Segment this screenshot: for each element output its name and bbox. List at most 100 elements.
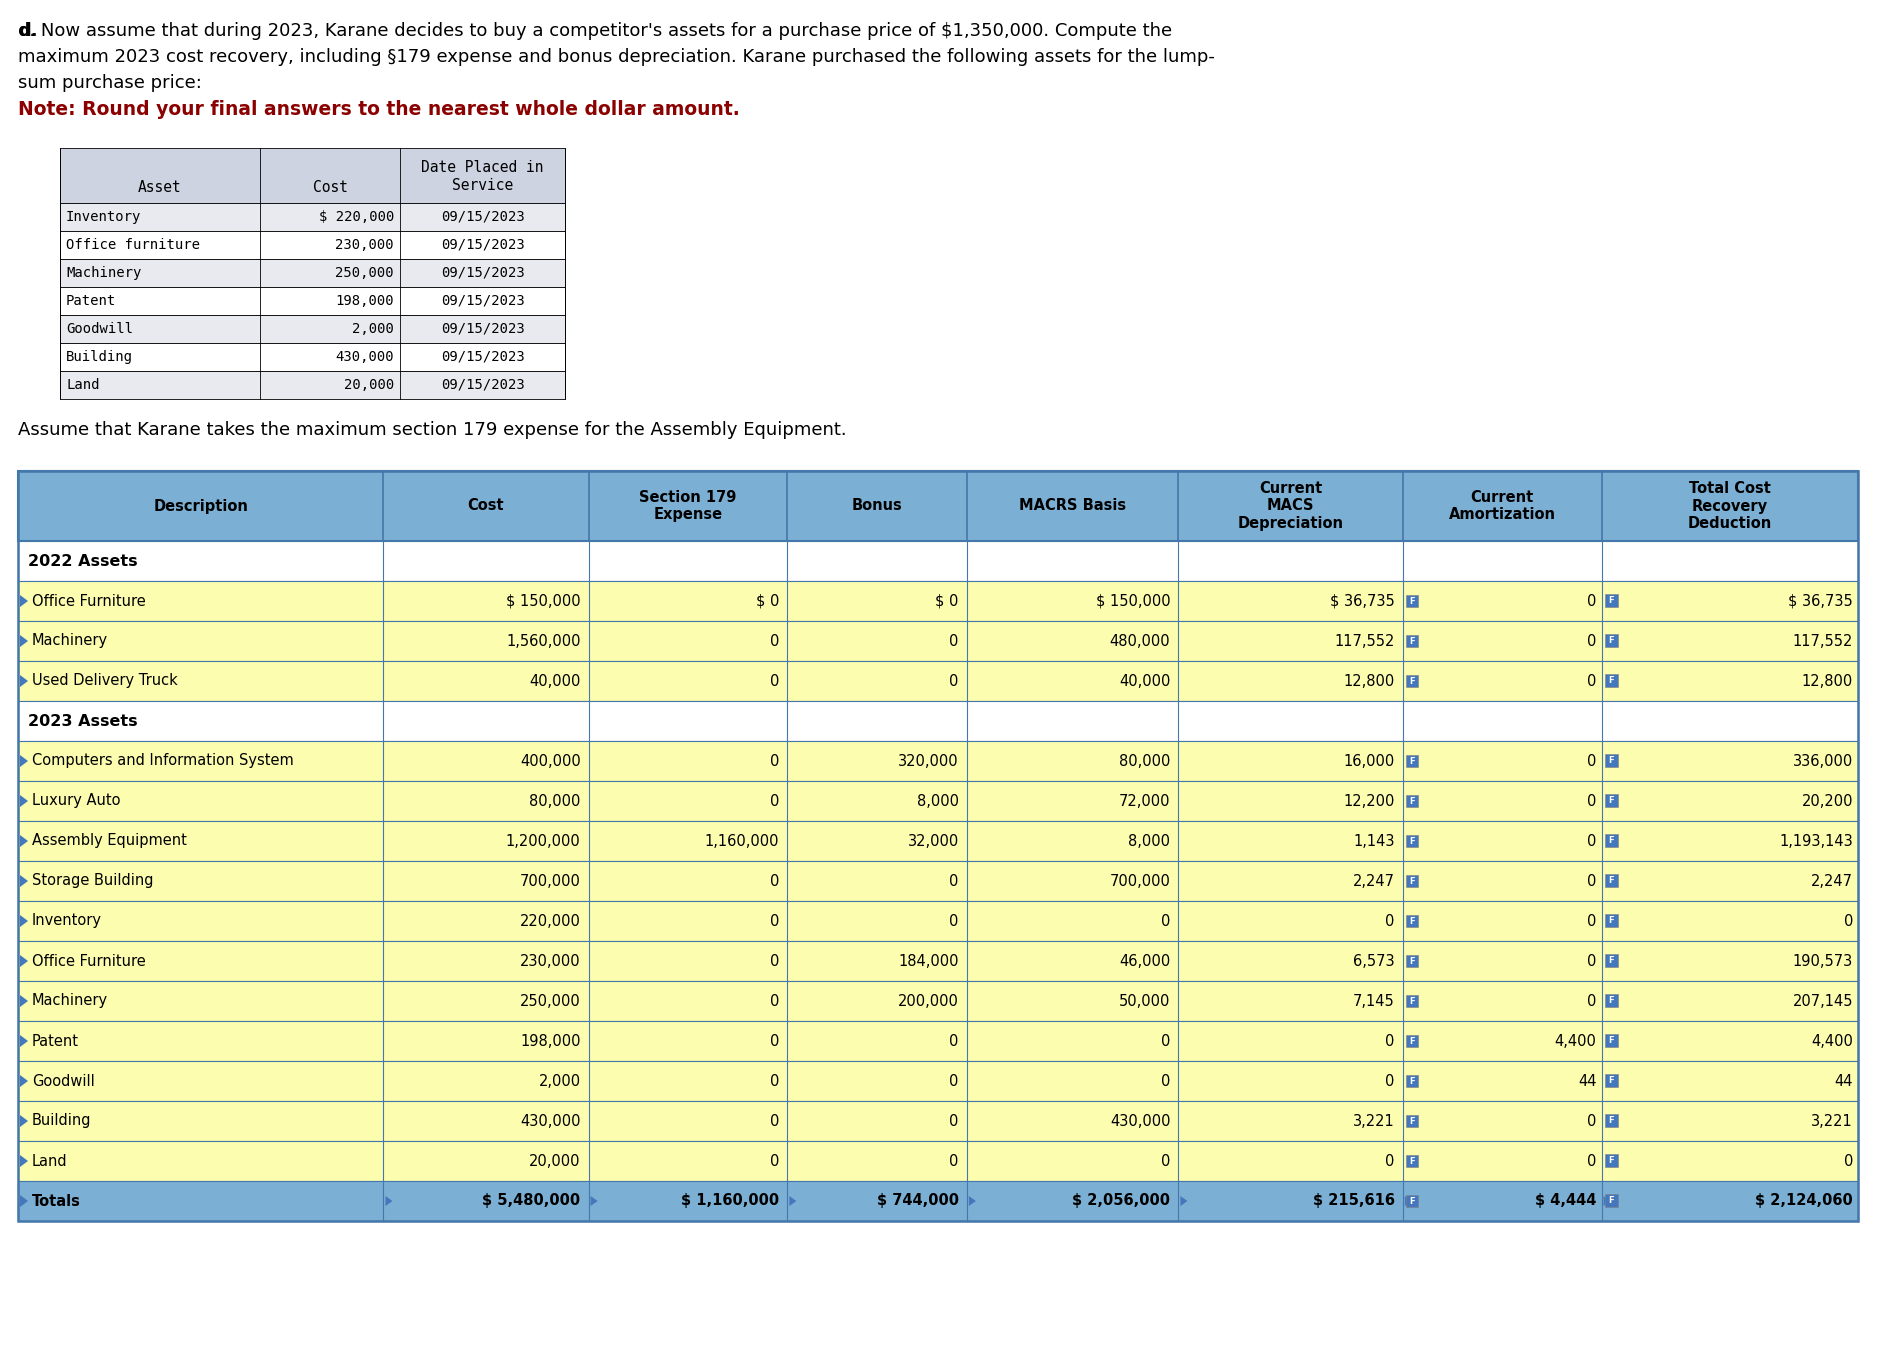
Text: Inventory: Inventory	[66, 210, 141, 224]
Text: $ 744,000: $ 744,000	[877, 1194, 960, 1209]
Text: 0: 0	[1161, 1154, 1170, 1169]
Text: F: F	[1608, 756, 1613, 765]
Text: 44: 44	[1578, 1073, 1596, 1088]
Text: F: F	[1408, 1076, 1414, 1086]
Text: Section 179
Expense: Section 179 Expense	[639, 490, 736, 522]
Text: F: F	[1408, 917, 1414, 926]
Text: 09/15/2023: 09/15/2023	[441, 237, 524, 252]
Bar	[1407, 595, 1418, 607]
Polygon shape	[21, 675, 28, 687]
Text: Current
Amortization: Current Amortization	[1448, 490, 1555, 522]
Bar	[1407, 1155, 1418, 1168]
Polygon shape	[969, 1196, 977, 1206]
Text: $ 36,735: $ 36,735	[1788, 593, 1854, 608]
Text: 700,000: 700,000	[520, 873, 580, 888]
Text: Luxury Auto: Luxury Auto	[32, 794, 120, 809]
Polygon shape	[21, 636, 28, 647]
Text: Office furniture: Office furniture	[66, 237, 199, 252]
Text: F: F	[1608, 596, 1613, 606]
Text: 0: 0	[1844, 1154, 1854, 1169]
Polygon shape	[21, 795, 28, 807]
Text: Patent: Patent	[66, 295, 116, 308]
Text: Asset: Asset	[139, 180, 182, 195]
Bar	[1407, 874, 1418, 887]
Bar	[1407, 994, 1418, 1007]
Text: 198,000: 198,000	[336, 295, 394, 308]
Text: 250,000: 250,000	[520, 993, 580, 1008]
Bar	[19, 941, 1857, 981]
Bar	[1407, 955, 1418, 967]
Polygon shape	[21, 915, 28, 928]
Text: 12,800: 12,800	[1801, 674, 1854, 689]
Text: F: F	[1608, 636, 1613, 645]
Text: F: F	[1408, 677, 1414, 686]
Text: 44: 44	[1835, 1073, 1854, 1088]
Text: 700,000: 700,000	[1110, 873, 1170, 888]
Bar	[19, 581, 1857, 621]
Polygon shape	[789, 1196, 796, 1206]
Text: 0: 0	[950, 674, 960, 689]
Text: 09/15/2023: 09/15/2023	[441, 378, 524, 391]
Text: 2,247: 2,247	[1810, 873, 1854, 888]
Text: 12,800: 12,800	[1343, 674, 1395, 689]
Text: 7,145: 7,145	[1352, 993, 1395, 1008]
Bar	[19, 1181, 1857, 1221]
Text: 1,200,000: 1,200,000	[505, 833, 580, 848]
Bar	[1604, 1034, 1617, 1048]
Text: 0: 0	[770, 753, 779, 768]
Text: 184,000: 184,000	[898, 953, 960, 968]
Text: Bonus: Bonus	[853, 498, 903, 513]
Polygon shape	[590, 1196, 597, 1206]
Text: 1,193,143: 1,193,143	[1778, 833, 1854, 848]
Bar	[19, 1022, 1857, 1061]
Text: F: F	[1408, 1196, 1414, 1206]
Text: Note: Round your final answers to the nearest whole dollar amount.: Note: Round your final answers to the ne…	[19, 100, 740, 119]
Text: 1,160,000: 1,160,000	[704, 833, 779, 848]
Text: Land: Land	[66, 378, 100, 391]
Text: sum purchase price:: sum purchase price:	[19, 74, 201, 91]
Text: Total Cost
Recovery
Deduction: Total Cost Recovery Deduction	[1688, 481, 1773, 531]
Bar	[1604, 914, 1617, 928]
Text: $ 150,000: $ 150,000	[505, 593, 580, 608]
Text: F: F	[1408, 877, 1414, 885]
Bar	[1407, 636, 1418, 647]
Text: 230,000: 230,000	[520, 953, 580, 968]
Text: F: F	[1408, 956, 1414, 966]
Text: Description: Description	[154, 498, 248, 513]
Text: F: F	[1408, 997, 1414, 1005]
Text: Goodwill: Goodwill	[66, 322, 133, 336]
Text: Cost: Cost	[312, 180, 347, 195]
Text: 2022 Assets: 2022 Assets	[28, 554, 137, 569]
Text: 2023 Assets: 2023 Assets	[28, 713, 137, 728]
Text: $ 2,124,060: $ 2,124,060	[1756, 1194, 1854, 1209]
Text: 50,000: 50,000	[1119, 993, 1170, 1008]
Polygon shape	[21, 1195, 28, 1207]
Bar	[1604, 634, 1617, 647]
Text: 2,000: 2,000	[539, 1073, 580, 1088]
Text: Current
MACS
Depreciation: Current MACS Depreciation	[1238, 481, 1343, 531]
Text: 320,000: 320,000	[898, 753, 960, 768]
Text: 4,400: 4,400	[1810, 1034, 1854, 1049]
Text: F: F	[1608, 1116, 1613, 1125]
Text: Machinery: Machinery	[32, 993, 109, 1008]
Text: 0: 0	[1587, 633, 1596, 648]
Bar	[19, 471, 1857, 1221]
Bar	[1604, 994, 1617, 1007]
Text: F: F	[1408, 637, 1414, 645]
Text: 0: 0	[770, 674, 779, 689]
Text: 0: 0	[1386, 914, 1395, 929]
Text: 0: 0	[770, 1113, 779, 1128]
Text: 0: 0	[1386, 1034, 1395, 1049]
Text: F: F	[1608, 876, 1613, 885]
Bar	[1407, 915, 1418, 928]
Text: Patent: Patent	[32, 1034, 79, 1049]
Bar	[60, 315, 565, 342]
Text: 0: 0	[1587, 593, 1596, 608]
Text: Computers and Information System: Computers and Information System	[32, 753, 293, 768]
Text: F: F	[1408, 836, 1414, 846]
Text: 117,552: 117,552	[1793, 633, 1854, 648]
Text: 220,000: 220,000	[520, 914, 580, 929]
Text: 20,000: 20,000	[530, 1154, 580, 1169]
Text: 0: 0	[950, 1154, 960, 1169]
Text: 117,552: 117,552	[1335, 633, 1395, 648]
